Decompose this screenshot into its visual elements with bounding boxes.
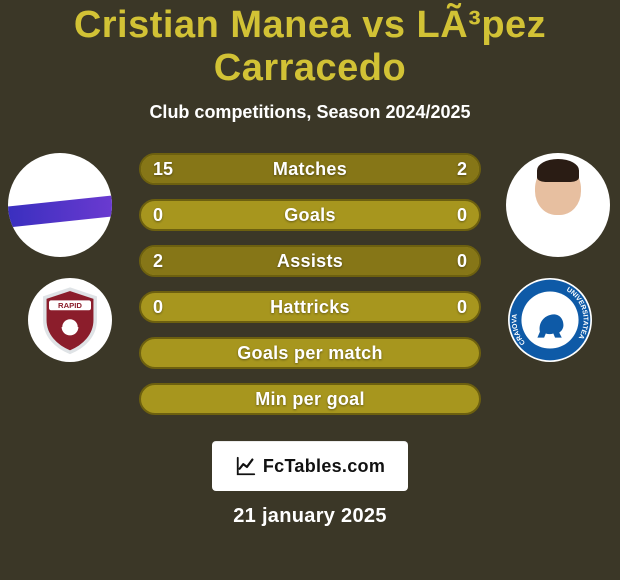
stat-label: Min per goal: [141, 385, 479, 413]
crest-icon: UNIVERSITATEA CRAIOVA: [508, 278, 592, 362]
date-text: 21 january 2025: [0, 505, 620, 528]
stat-value-left: 15: [153, 155, 173, 183]
stat-row: Hattricks0 0: [139, 291, 481, 323]
club-left-badge: RAPID: [28, 278, 112, 362]
stat-value-left: 0: [153, 201, 163, 229]
stat-value-left: 0: [153, 293, 163, 321]
stat-row: Min per goal: [139, 383, 481, 415]
watermark-text: FcTables.com: [263, 456, 385, 477]
stat-label: Goals per match: [141, 339, 479, 367]
club-left-banner-text: RAPID: [58, 301, 82, 310]
club-right-badge: UNIVERSITATEA CRAIOVA: [508, 278, 592, 362]
subtitle: Club competitions, Season 2024/2025: [0, 102, 620, 123]
player-left-name: Cristian Manea: [74, 4, 351, 46]
stat-row: Assists2 0: [139, 245, 481, 277]
stat-row: Matches15 2: [139, 153, 481, 185]
stat-label: Hattricks: [141, 293, 479, 321]
stat-row: Goals0 0: [139, 199, 481, 231]
stat-row: Goals per match: [139, 337, 481, 369]
page-title: Cristian Manea vs LÃ³pez Carracedo: [0, 4, 620, 90]
club-left-badge-container: RAPID: [28, 278, 112, 362]
comparison-card: Cristian Manea vs LÃ³pez Carracedo Club …: [0, 0, 620, 580]
stat-rows: Matches152Goals00Assists20Hattricks00Goa…: [139, 153, 481, 429]
stat-value-right: 0: [457, 293, 467, 321]
vs-separator: vs: [362, 4, 405, 46]
stat-value-left: 2: [153, 247, 163, 275]
club-right-badge-container: UNIVERSITATEA CRAIOVA: [508, 278, 592, 362]
stat-value-right: 0: [457, 201, 467, 229]
shield-icon: RAPID: [35, 285, 105, 355]
watermark: FcTables.com: [212, 441, 408, 491]
player-left-avatar: [8, 153, 112, 257]
stat-label: Assists: [141, 247, 479, 275]
content-area: RAPID UNIVERSITATEA CRAIOVA: [0, 153, 620, 433]
stat-label: Matches: [141, 155, 479, 183]
player-right-avatar: [506, 153, 610, 257]
stat-value-right: 0: [457, 247, 467, 275]
stat-label: Goals: [141, 201, 479, 229]
stat-value-right: 2: [457, 155, 467, 183]
chart-line-icon: [235, 455, 257, 477]
